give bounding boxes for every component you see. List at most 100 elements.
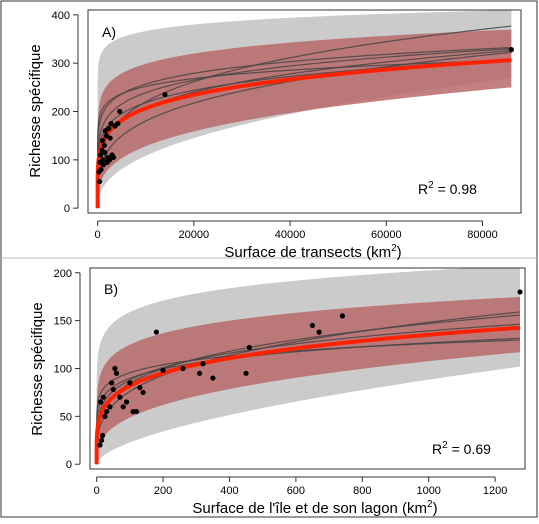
data-point-21 xyxy=(110,154,117,161)
x-tick-label: 0 xyxy=(94,485,100,497)
y-tick-label: 100 xyxy=(52,155,70,167)
y-tick-label: 300 xyxy=(52,58,70,70)
y-tick-label: 200 xyxy=(52,107,70,119)
data-point-32 xyxy=(517,289,523,295)
x-axis-label-end: ) xyxy=(397,244,402,261)
data-point-21 xyxy=(153,329,160,335)
x-axis-label-text: Surface de transects (km xyxy=(224,244,391,261)
x-axis-label-end: ) xyxy=(433,500,438,517)
data-point-7 xyxy=(99,137,106,144)
data-point-22 xyxy=(160,367,166,374)
panel-a: 0 100 200 300 400 0 20000 40000 60000 80000 A) R… xyxy=(27,9,522,261)
x-tick-label: 600 xyxy=(287,485,305,497)
x-axis: 0 20000 40000 60000 80000 xyxy=(95,220,498,241)
r-squared-annotation: R2 = 0.69 xyxy=(432,440,491,457)
r-squared-symbol: R xyxy=(418,181,428,197)
data-point-6 xyxy=(102,413,108,419)
y-axis: 0 50 100 150 200 xyxy=(54,268,81,471)
x-tick-label: 800 xyxy=(353,485,371,497)
data-point-18 xyxy=(107,135,113,141)
data-point-11 xyxy=(112,365,118,372)
y-tick-label: 400 xyxy=(52,10,70,22)
data-point-4 xyxy=(97,152,104,158)
data-point-25 xyxy=(200,361,206,367)
data-points xyxy=(96,47,514,185)
fitted-curve xyxy=(94,325,521,465)
data-point-11 xyxy=(102,149,108,156)
data-point-7 xyxy=(104,408,110,415)
x-tick-label: 400 xyxy=(220,485,238,497)
data-point-24 xyxy=(117,108,123,115)
data-point-5 xyxy=(98,166,104,173)
data-point-16 xyxy=(127,380,133,386)
data-point-8 xyxy=(107,404,113,410)
data-point-31 xyxy=(339,313,345,319)
data-point-16 xyxy=(106,125,112,132)
data-point-15 xyxy=(123,399,130,405)
data-point-3 xyxy=(99,437,105,443)
y-tick-label: 150 xyxy=(54,316,72,328)
data-point-29 xyxy=(309,322,316,329)
data-point-17 xyxy=(107,157,113,163)
y-axis-label: Richesse spécifique xyxy=(29,302,46,435)
data-point-30 xyxy=(316,329,322,335)
r-squared-superscript: 2 xyxy=(442,440,448,451)
y-tick-label: 200 xyxy=(54,268,72,280)
y-tick-label: 0 xyxy=(64,203,70,215)
individual-curve-2 xyxy=(97,48,512,209)
confidence-band xyxy=(97,29,512,209)
x-axis-label-superscript: 2 xyxy=(427,499,433,510)
x-tick-label: 1200 xyxy=(483,485,507,497)
data-point-26 xyxy=(508,47,514,53)
x-tick-label: 20000 xyxy=(179,229,210,241)
data-point-19 xyxy=(137,385,143,391)
data-points xyxy=(97,289,523,448)
data-point-9 xyxy=(108,380,115,386)
x-axis-label-superscript: 2 xyxy=(391,243,397,254)
data-point-10 xyxy=(101,142,107,148)
individual-curve-3 xyxy=(97,46,512,209)
data-point-4 xyxy=(100,432,106,439)
data-point-20 xyxy=(140,389,146,396)
y-tick-label: 100 xyxy=(54,364,72,376)
r-squared-value: = 0.69 xyxy=(448,441,491,457)
data-point-13 xyxy=(117,394,123,400)
y-tick-label: 50 xyxy=(60,411,72,423)
data-point-27 xyxy=(243,370,249,376)
data-point-24 xyxy=(196,370,203,376)
data-point-28 xyxy=(246,344,252,351)
panel-b-plot-area xyxy=(94,268,523,465)
data-point-10 xyxy=(110,386,116,393)
x-axis-label: Surface de l'île et de son lagon (km2) xyxy=(192,499,437,517)
data-point-25 xyxy=(162,91,168,98)
x-tick-label: 60000 xyxy=(371,229,402,241)
confidence-band xyxy=(96,296,521,465)
r-squared-symbol: R xyxy=(432,441,442,457)
r-squared-superscript: 2 xyxy=(428,180,434,191)
data-point-5 xyxy=(100,394,106,400)
data-point-26 xyxy=(210,375,216,381)
data-point-2 xyxy=(96,178,103,185)
data-point-13 xyxy=(103,133,109,139)
x-axis: 0 200 400 600 800 1000 1200 xyxy=(94,476,507,497)
data-point-8 xyxy=(100,157,106,163)
data-point-19 xyxy=(108,120,114,127)
x-tick-label: 40000 xyxy=(275,229,306,241)
x-tick-label: 80000 xyxy=(467,229,498,241)
plot-frame xyxy=(87,9,522,214)
data-point-23 xyxy=(180,365,186,372)
x-axis-label-text: Surface de l'île et de son lagon (km xyxy=(192,500,427,517)
x-axis-label: Surface de transects (km2) xyxy=(224,243,401,261)
data-point-1 xyxy=(97,442,103,448)
r-squared-annotation: R2 = 0.98 xyxy=(418,180,477,197)
panel-label: A) xyxy=(102,24,116,40)
data-point-12 xyxy=(113,370,120,376)
plot-frame xyxy=(89,267,526,470)
x-tick-label: 0 xyxy=(95,229,101,241)
x-tick-label: 200 xyxy=(154,485,172,497)
panel-label: B) xyxy=(104,281,118,297)
